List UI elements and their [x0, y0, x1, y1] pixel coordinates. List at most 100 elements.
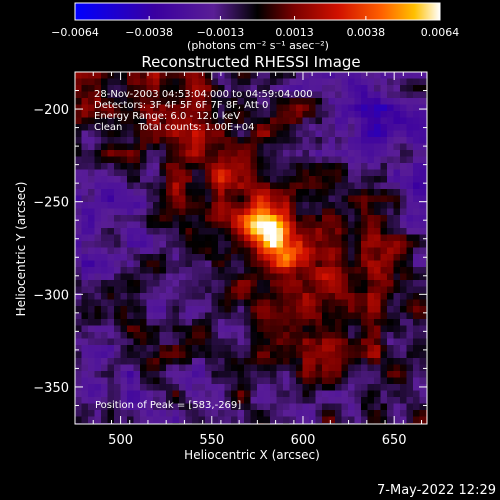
heatmap-cell	[354, 163, 362, 171]
heatmap-cell	[237, 364, 245, 372]
heatmap-cell	[400, 397, 408, 405]
heatmap-cell	[328, 215, 336, 223]
heatmap-cell	[127, 202, 135, 210]
heatmap-cell	[387, 254, 395, 262]
heatmap-cell	[322, 195, 330, 203]
heatmap-cell	[120, 312, 128, 320]
heatmap-cell	[400, 351, 408, 359]
heatmap-cell	[257, 221, 265, 229]
heatmap-cell	[348, 189, 356, 197]
heatmap-cell	[322, 85, 330, 93]
heatmap-cell	[185, 150, 193, 158]
heatmap-cell	[166, 156, 174, 164]
heatmap-cell	[244, 247, 252, 255]
heatmap-cell	[185, 130, 193, 138]
heatmap-cell	[348, 85, 356, 93]
heatmap-cell	[107, 338, 115, 346]
heatmap-cell	[393, 371, 401, 379]
heatmap-cell	[302, 202, 310, 210]
heatmap-cell	[179, 397, 187, 405]
heatmap-cell	[140, 202, 148, 210]
heatmap-cell	[244, 156, 252, 164]
heatmap-cell	[309, 130, 317, 138]
heatmap-cell	[419, 91, 427, 99]
heatmap-cell	[179, 78, 187, 86]
heatmap-cell	[218, 319, 226, 327]
heatmap-cell	[198, 208, 206, 216]
heatmap-cell	[127, 104, 135, 112]
heatmap-cell	[400, 312, 408, 320]
heatmap-cell	[283, 260, 291, 268]
heatmap-cell	[88, 111, 96, 119]
heatmap-cell	[140, 176, 148, 184]
heatmap-cell	[198, 312, 206, 320]
heatmap-cell	[406, 254, 414, 262]
heatmap-cell	[367, 286, 375, 294]
heatmap-cell	[94, 273, 102, 281]
heatmap-cell	[309, 403, 317, 411]
heatmap-cell	[224, 351, 232, 359]
heatmap-cell	[75, 299, 83, 307]
heatmap-cell	[205, 111, 213, 119]
heatmap-cell	[127, 72, 135, 80]
heatmap-cell	[406, 286, 414, 294]
heatmap-cell	[146, 345, 154, 353]
heatmap-cell	[205, 384, 213, 392]
heatmap-cell	[328, 117, 336, 125]
heatmap-cell	[406, 306, 414, 314]
heatmap-cell	[153, 124, 161, 132]
heatmap-cell	[172, 208, 180, 216]
heatmap-cell	[289, 397, 297, 405]
heatmap-cell	[133, 91, 141, 99]
heatmap-cell	[315, 247, 323, 255]
heatmap-cell	[263, 85, 271, 93]
heatmap-cell	[393, 202, 401, 210]
heatmap-cell	[218, 371, 226, 379]
heatmap-cell	[413, 286, 421, 294]
heatmap-cell	[146, 124, 154, 132]
heatmap-cell	[348, 312, 356, 320]
heatmap-cell	[192, 91, 200, 99]
heatmap-cell	[133, 176, 141, 184]
heatmap-cell	[133, 189, 141, 197]
heatmap-cell	[322, 234, 330, 242]
heatmap-cell	[341, 403, 349, 411]
heatmap-cell	[133, 299, 141, 307]
heatmap-cell	[406, 150, 414, 158]
heatmap-cell	[140, 390, 148, 398]
heatmap-cell	[309, 195, 317, 203]
heatmap-cell	[257, 78, 265, 86]
heatmap-cell	[166, 267, 174, 275]
heatmap-cell	[263, 312, 271, 320]
heatmap-cell	[244, 260, 252, 268]
heatmap-cell	[374, 85, 382, 93]
heatmap-cell	[296, 189, 304, 197]
heatmap-cell	[81, 273, 89, 281]
heatmap-cell	[361, 137, 369, 145]
heatmap-cell	[387, 273, 395, 281]
heatmap-cell	[250, 208, 258, 216]
heatmap-cell	[328, 169, 336, 177]
heatmap-cell	[231, 124, 239, 132]
heatmap-cell	[328, 163, 336, 171]
heatmap-cell	[341, 325, 349, 333]
heatmap-cell	[328, 150, 336, 158]
heatmap-cell	[166, 130, 174, 138]
heatmap-cell	[387, 299, 395, 307]
heatmap-cell	[75, 371, 83, 379]
heatmap-cell	[328, 98, 336, 106]
heatmap-cell	[114, 345, 122, 353]
heatmap-cell	[133, 384, 141, 392]
heatmap-cell	[185, 397, 193, 405]
heatmap-cell	[107, 299, 115, 307]
heatmap-cell	[179, 221, 187, 229]
heatmap-cell	[302, 234, 310, 242]
heatmap-cell	[354, 189, 362, 197]
heatmap-cell	[361, 267, 369, 275]
heatmap-cell	[276, 124, 284, 132]
heatmap-cell	[205, 319, 213, 327]
heatmap-cell	[335, 377, 343, 385]
heatmap-cell	[328, 137, 336, 145]
heatmap-cell	[302, 137, 310, 145]
heatmap-cell	[322, 358, 330, 366]
